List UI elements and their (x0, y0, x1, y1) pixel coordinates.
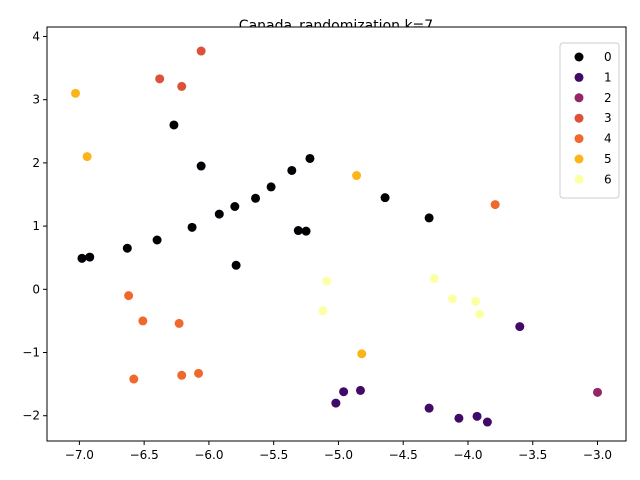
data-point-cluster-3 (155, 74, 165, 84)
legend-label: 4 (604, 132, 612, 146)
legend: 0 1 2 3 4 5 6 (559, 42, 620, 199)
data-point-cluster-0 (251, 193, 261, 203)
legend-marker (574, 134, 584, 144)
data-point-cluster-1 (424, 403, 434, 413)
data-point-cluster-0 (424, 213, 434, 223)
data-point-cluster-3 (177, 81, 187, 91)
data-point-cluster-5 (352, 171, 362, 181)
x-tick-label: −6.5 (130, 448, 159, 462)
x-tick-label: −5.0 (324, 448, 353, 462)
legend-marker (574, 72, 584, 82)
data-point-cluster-1 (331, 398, 341, 408)
data-point-cluster-0 (187, 222, 197, 232)
data-point-cluster-0 (85, 252, 95, 262)
data-point-cluster-1 (355, 385, 365, 395)
legend-label: 2 (604, 91, 612, 105)
data-point-cluster-4 (138, 316, 148, 326)
data-point-cluster-0 (122, 243, 132, 253)
legend-label: 0 (604, 50, 612, 64)
data-point-cluster-6 (471, 296, 481, 306)
legend-marker (574, 174, 584, 184)
data-point-cluster-1 (515, 322, 525, 332)
data-point-cluster-2 (593, 387, 603, 397)
y-axis: −2 −1 0 1 2 3 4 (22, 29, 47, 423)
x-tick-label: −3.5 (518, 448, 547, 462)
y-tick-label: 0 (32, 282, 40, 296)
legend-marker (574, 52, 584, 62)
data-point-cluster-4 (177, 370, 187, 380)
data-point-cluster-4 (174, 318, 184, 328)
legend-label: 6 (604, 172, 612, 186)
plot-area (47, 27, 626, 441)
data-point-cluster-5 (82, 152, 92, 162)
data-point-cluster-0 (231, 260, 241, 270)
data-point-cluster-4 (129, 374, 139, 384)
points-layer (70, 46, 603, 427)
x-tick-label: −6.0 (194, 448, 223, 462)
data-point-cluster-6 (318, 306, 328, 316)
data-point-cluster-0 (230, 202, 240, 212)
legend-label: 1 (604, 70, 612, 84)
y-tick-label: −2 (22, 409, 40, 423)
legend-label: 5 (604, 152, 612, 166)
x-tick-label: −7.0 (65, 448, 94, 462)
x-tick-label: −3.0 (583, 448, 612, 462)
data-point-cluster-0 (293, 226, 303, 236)
data-point-cluster-5 (357, 349, 367, 359)
data-point-cluster-6 (429, 274, 439, 284)
y-tick-label: 2 (32, 156, 40, 170)
data-point-cluster-1 (454, 413, 464, 423)
data-point-cluster-5 (70, 88, 80, 98)
data-point-cluster-1 (472, 411, 482, 421)
x-tick-label: −4.5 (389, 448, 418, 462)
legend-marker (574, 113, 584, 123)
data-point-cluster-4 (124, 291, 134, 301)
data-point-cluster-0 (266, 182, 276, 192)
legend-label: 3 (604, 111, 612, 125)
plot-frame (46, 26, 627, 442)
data-point-cluster-0 (152, 235, 162, 245)
data-point-cluster-6 (322, 276, 332, 286)
x-tick-label: −5.5 (259, 448, 288, 462)
y-tick-label: 1 (32, 219, 40, 233)
data-point-cluster-0 (287, 165, 297, 175)
data-point-cluster-0 (77, 253, 87, 263)
legend-marker (574, 154, 584, 164)
y-tick-label: 3 (32, 93, 40, 107)
x-axis: −7.0 −6.5 −6.0 −5.5 −5.0 −4.5 −4.0 −3.5 −3.0 (65, 441, 612, 462)
x-tick-label: −4.0 (453, 448, 482, 462)
data-point-cluster-0 (380, 193, 390, 203)
data-point-cluster-1 (482, 417, 492, 427)
data-point-cluster-0 (196, 161, 206, 171)
data-point-cluster-4 (490, 200, 500, 210)
data-point-cluster-3 (196, 46, 206, 56)
data-point-cluster-1 (339, 387, 349, 397)
data-point-cluster-6 (475, 309, 485, 319)
y-tick-label: −1 (22, 346, 40, 360)
data-point-cluster-0 (169, 120, 179, 130)
legend-marker (574, 93, 584, 103)
data-point-cluster-0 (301, 226, 311, 236)
data-point-cluster-0 (305, 153, 315, 163)
data-point-cluster-6 (447, 294, 457, 304)
data-point-cluster-0 (214, 209, 224, 219)
data-point-cluster-4 (194, 368, 204, 378)
y-tick-label: 4 (32, 29, 40, 43)
